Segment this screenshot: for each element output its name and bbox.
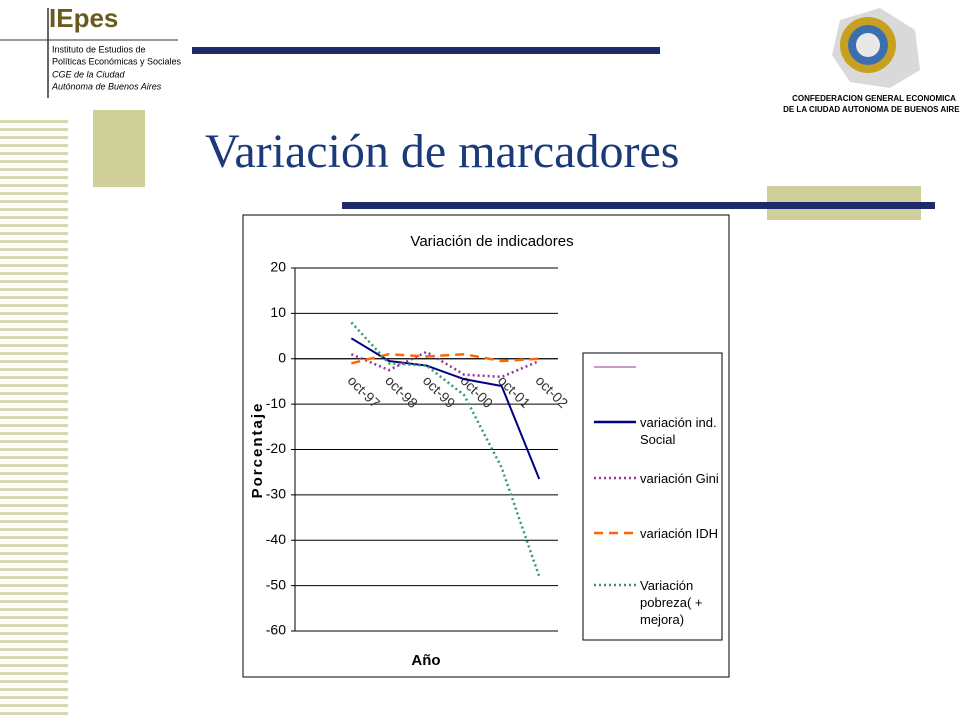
- org-name: DE LA CIUDAD AUTONOMA DE BUENOS AIRES: [783, 105, 960, 114]
- legend-label: Variación pobreza( + mejora): [640, 578, 703, 627]
- y-tick-label: 20: [270, 259, 286, 275]
- y-tick-label: 10: [270, 304, 286, 320]
- chart-title: Variación de indicadores: [410, 233, 573, 250]
- bottom-bar: [342, 202, 935, 209]
- y-axis-label: Porcentaje: [249, 402, 266, 499]
- org-logo: [832, 8, 920, 88]
- series-line: [350, 350, 540, 379]
- accent-square: [93, 110, 145, 187]
- y-tick-label: -30: [266, 486, 286, 502]
- side-stripes: [0, 120, 68, 720]
- logo-line: Autónoma de Buenos Aires: [51, 81, 162, 91]
- logo-line: Instituto de Estudios de: [52, 44, 146, 54]
- legend-box: [582, 352, 723, 641]
- y-tick-label: 0: [278, 349, 286, 365]
- legend-label: variación Gini: [640, 471, 719, 486]
- top-bar: [192, 47, 660, 54]
- logo-line: Políticas Económicas y Sociales: [52, 56, 182, 66]
- y-tick-label: -40: [266, 531, 286, 547]
- y-tick-label: -60: [266, 622, 286, 638]
- y-tick-label: -20: [266, 440, 286, 456]
- series-line: [350, 321, 541, 577]
- y-tick-label: -50: [266, 576, 286, 592]
- org-name: CONFEDERACION GENERAL ECONOMICA: [792, 94, 956, 103]
- legend-label: variación ind. Social: [640, 415, 717, 447]
- y-tick-label: -10: [266, 395, 286, 411]
- slide-title: Variación de marcadores: [205, 125, 679, 178]
- legend-label: variación IDH: [640, 526, 719, 541]
- logo-line: CGE de la Ciudad: [52, 69, 126, 79]
- x-axis-label: Año: [411, 652, 440, 669]
- brand: IEpes: [49, 3, 118, 33]
